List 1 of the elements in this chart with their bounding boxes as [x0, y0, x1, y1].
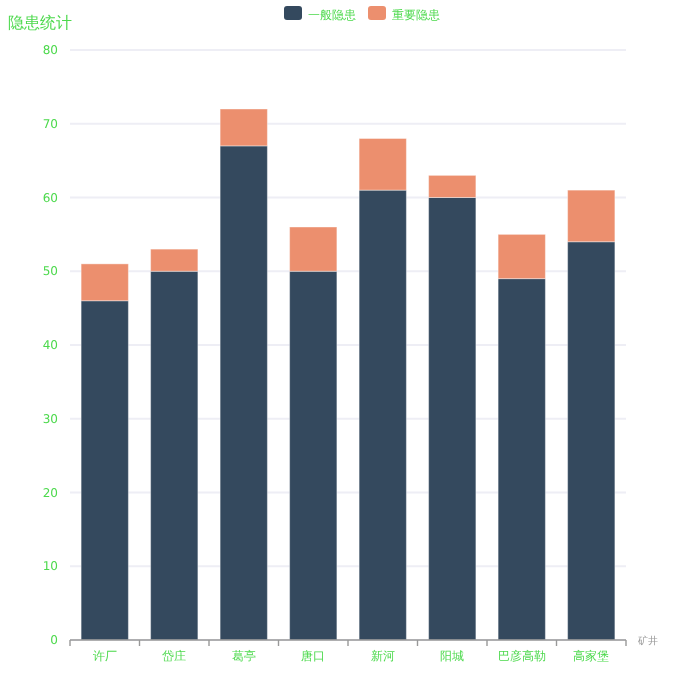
chart-title: 隐患统计	[8, 14, 72, 32]
